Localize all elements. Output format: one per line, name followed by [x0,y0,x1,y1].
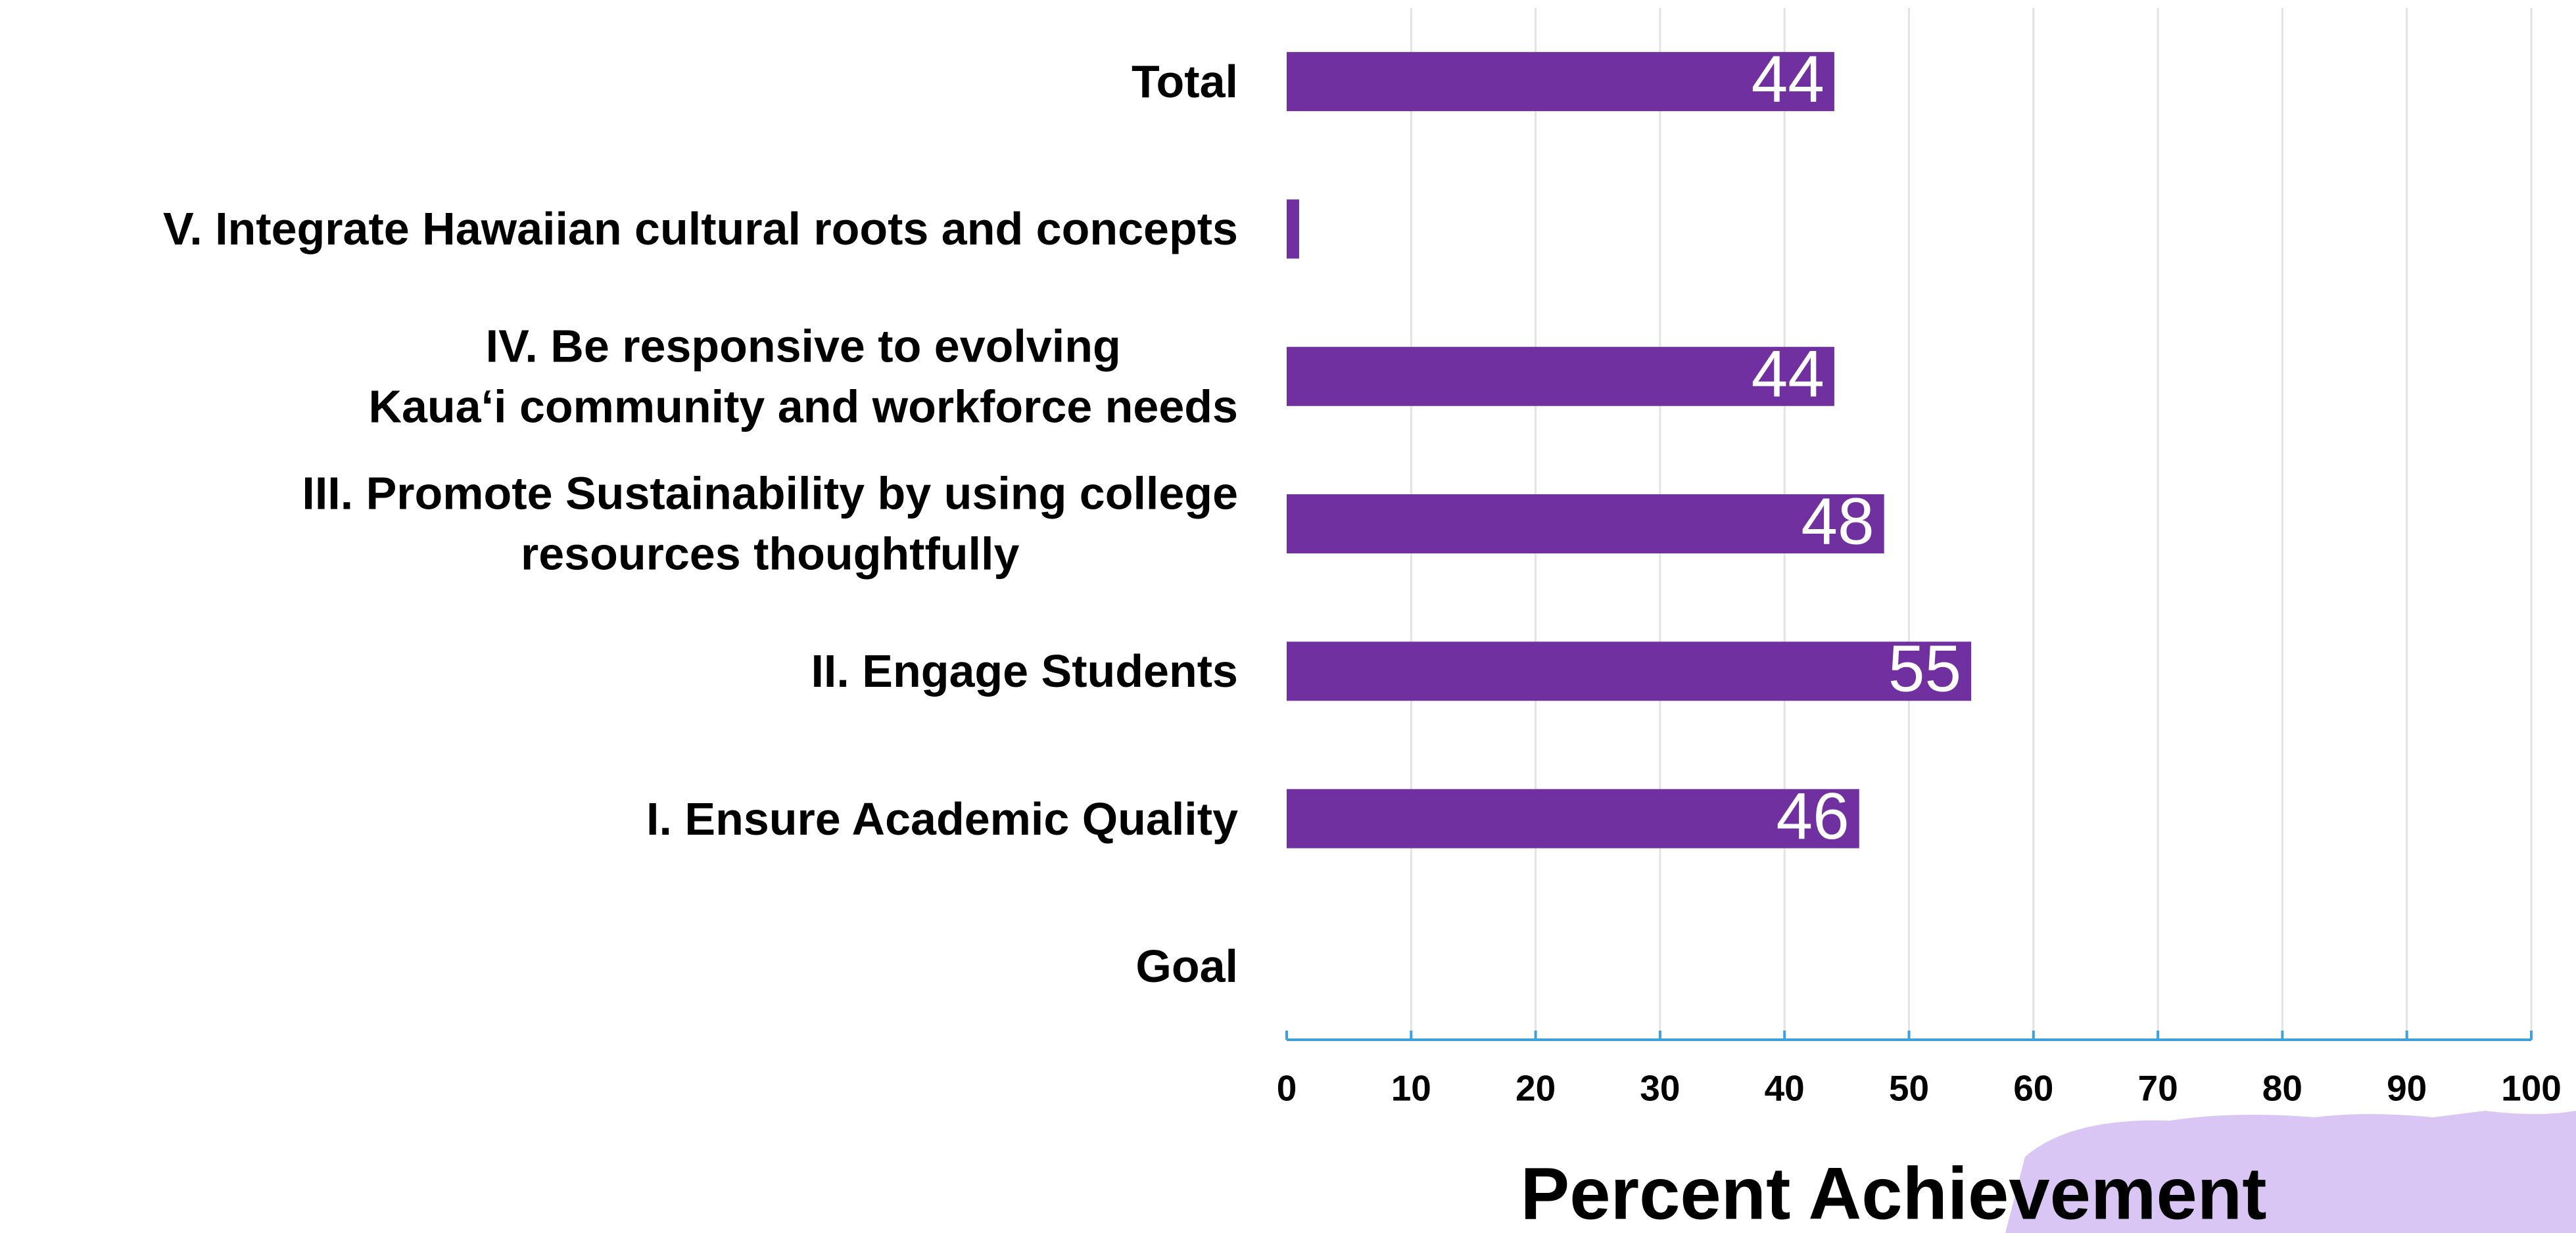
bar [1287,494,1884,553]
x-tick-label: 90 [2387,1068,2427,1109]
bar [1287,641,1971,701]
x-tick-label: 60 [2013,1068,2053,1109]
y-tick-label: V. Integrate Hawaiian cultural roots and… [163,198,1238,259]
x-tick-label: 0 [1277,1068,1297,1109]
chart-root: Percent Achievement 0 10 20 30 40 50 60 70 80 90 1… [0,0,2576,1233]
data-label: 55 [1888,632,1961,706]
bar [1287,789,1859,849]
data-label: 44 [1752,337,1825,411]
y-tick-label: III. Promote Sustainability by using col… [302,463,1238,585]
x-tick-label: 100 [2501,1068,2562,1109]
x-tick-label: 10 [1391,1068,1431,1109]
x-axis-title: Percent Achievement [1521,1153,2267,1233]
chart: Percent Achievement 0 10 20 30 40 50 60 70 80 90 1… [0,0,2576,1233]
y-tick-label: IV. Be responsive to evolving Kaua‘i com… [368,315,1238,437]
data-label: 48 [1801,484,1874,558]
y-tick-label: Total [1132,51,1238,112]
x-tick-label: 70 [2138,1068,2178,1109]
bar [1287,199,1299,258]
data-label: 44 [1752,43,1825,116]
x-tick-label: 50 [1889,1068,1929,1109]
y-tick-label: I. Ensure Academic Quality [646,788,1238,849]
y-tick-label: Goal [1135,936,1238,996]
y-tick-label: II. Engage Students [811,641,1238,701]
x-tick-label: 30 [1640,1068,1680,1109]
x-tick-label: 80 [2262,1068,2302,1109]
x-tick-label: 40 [1765,1068,1805,1109]
data-label: 46 [1777,779,1849,853]
x-tick-label: 20 [1515,1068,1556,1109]
